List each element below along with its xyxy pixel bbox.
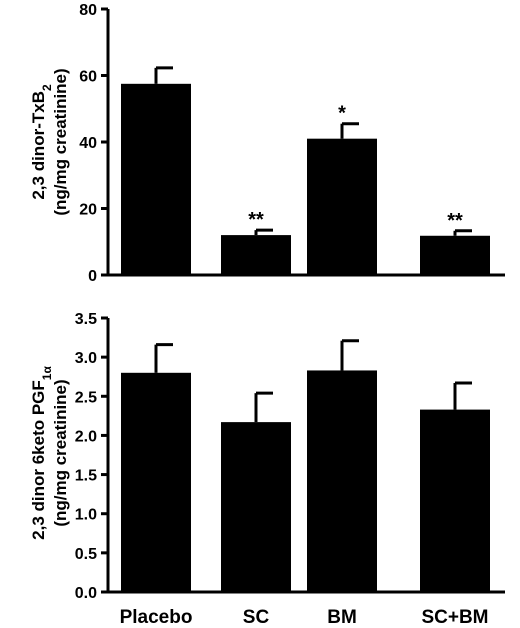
svg-text:2,3 dinor 6keto PGF1α: 2,3 dinor 6keto PGF1α <box>29 366 54 540</box>
pgf-y-tick-label: 3.5 <box>75 311 97 328</box>
pgf-bar-sc-bm <box>420 409 490 592</box>
txb2-y-axis-label-subscript: 2 <box>40 84 54 91</box>
pgf-y-axis-label: 2,3 dinor 6keto PGF1α (ng/mg creatinine) <box>29 366 70 540</box>
pgf-bar-bm <box>307 370 377 592</box>
pgf-y-axis-label-subscript: 1α <box>40 366 54 381</box>
pgf-y-tick-label: 0.5 <box>75 546 97 563</box>
txb2-y-tick-label: 0 <box>88 268 97 285</box>
pgf-y-tick-label: 0.0 <box>75 585 97 602</box>
pgf-x-tick-label: SC <box>243 607 270 628</box>
txb2-significance-marker: ** <box>447 210 463 232</box>
pgf-x-tick-label: SC+BM <box>421 607 488 628</box>
txb2-bar-sc <box>221 235 291 275</box>
pgf-y-axis-label-units: (ng/mg creatinine) <box>51 379 70 526</box>
pgf-x-tick-label: BM <box>327 607 357 628</box>
txb2-panel: 2,3 dinor-TxB2 (ng/mg creatinine) 0 20 40 6… <box>29 2 505 285</box>
pgf-panel: 2,3 dinor 6keto PGF1α (ng/mg creatinine)… <box>29 311 505 628</box>
pgf-y-tick-label: 1.5 <box>75 468 97 485</box>
pgf-y-tick-label: 2.5 <box>75 389 97 406</box>
txb2-y-tick-label: 60 <box>79 69 97 86</box>
txb2-y-tick-label: 20 <box>79 202 97 219</box>
txb2-y-tick-label: 80 <box>79 2 97 19</box>
pgf-bar-placebo <box>121 372 191 592</box>
txb2-bar-placebo <box>121 83 191 275</box>
txb2-significance-marker: ** <box>248 209 264 231</box>
pgf-x-tick-label: Placebo <box>120 607 193 628</box>
txb2-y-tick-label: 40 <box>79 135 97 152</box>
txb2-bar-bm <box>307 138 377 275</box>
pgf-y-tick-label: 2.0 <box>75 428 97 445</box>
txb2-significance-marker: * <box>338 103 346 125</box>
txb2-y-axis-label: 2,3 dinor-TxB2 (ng/mg creatinine) <box>29 68 70 215</box>
svg-text:2,3 dinor-TxB2: 2,3 dinor-TxB2 <box>29 84 54 200</box>
pgf-y-axis-label-main: 2,3 dinor 6keto PGF <box>29 380 48 540</box>
pgf-y-tick-label: 1.0 <box>75 507 97 524</box>
txb2-y-axis-label-units: (ng/mg creatinine) <box>51 68 70 215</box>
txb2-bar-sc-bm <box>420 235 490 275</box>
txb2-y-axis-label-main: 2,3 dinor-TxB <box>29 91 48 200</box>
pgf-bar-sc <box>221 422 291 592</box>
pgf-y-tick-label: 3.0 <box>75 350 97 367</box>
